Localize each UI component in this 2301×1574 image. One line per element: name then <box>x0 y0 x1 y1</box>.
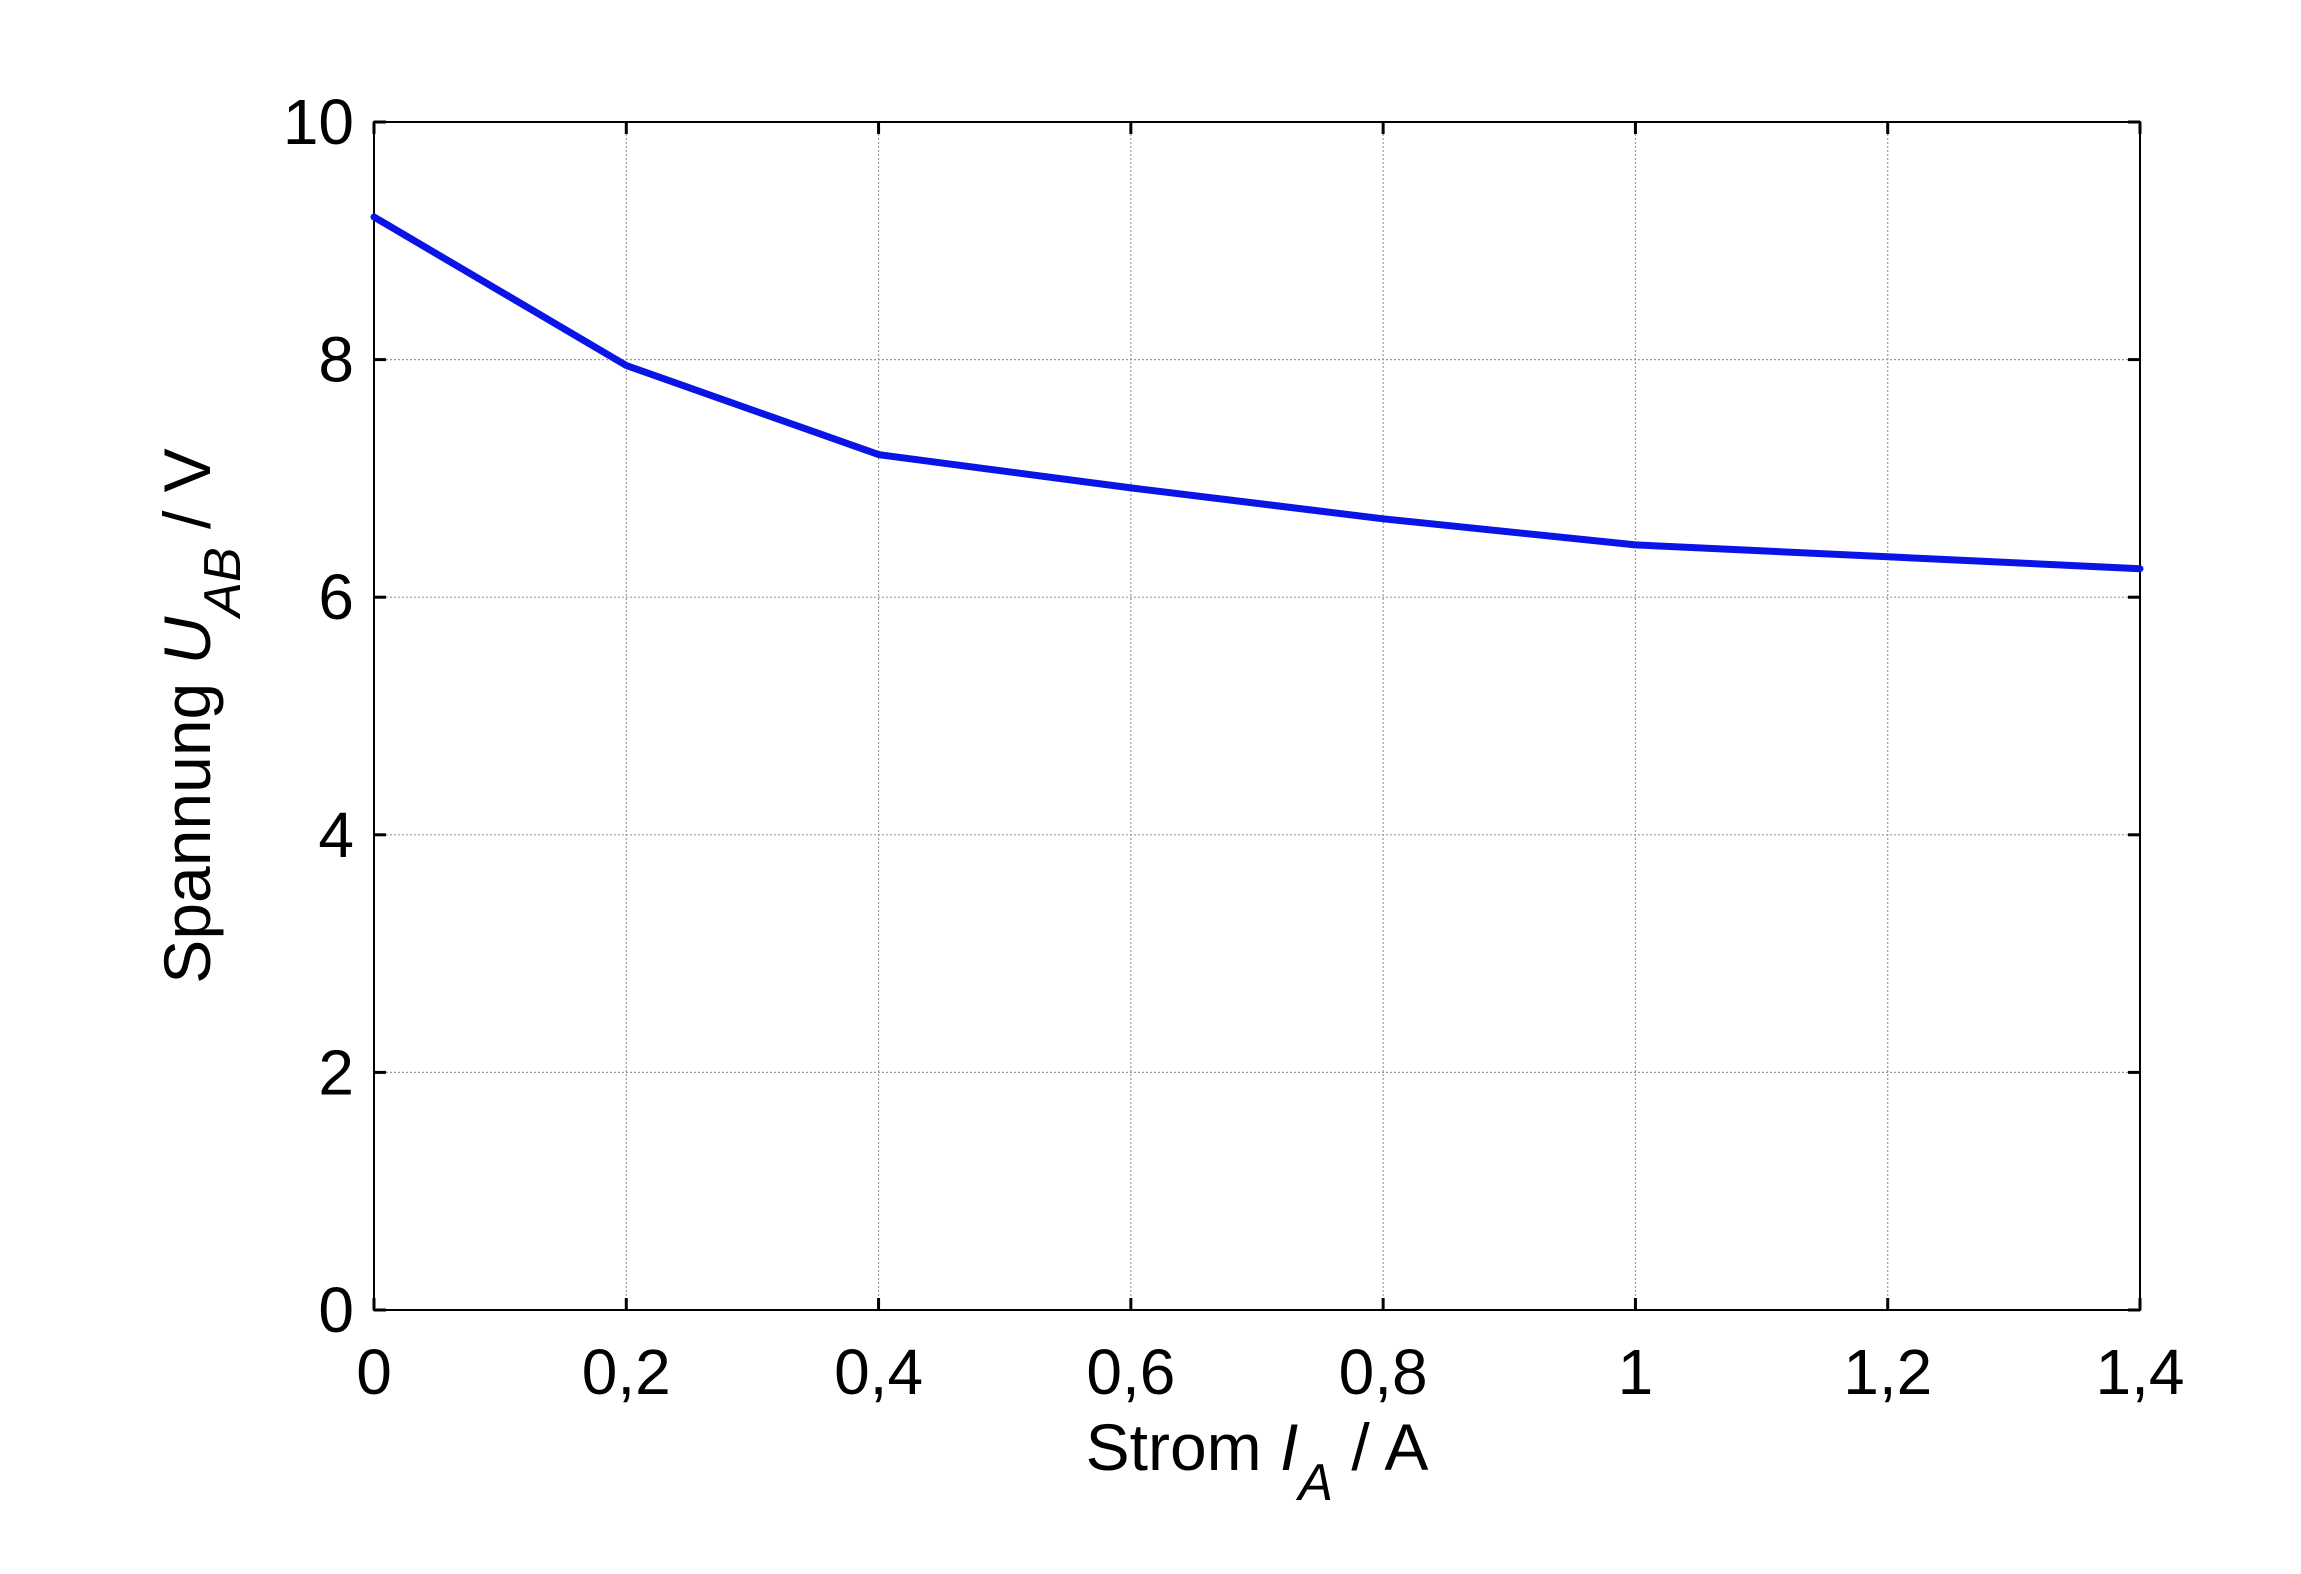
x-tick-label: 0,6 <box>1086 1336 1175 1408</box>
x-tick-labels: 0 0,2 0,4 0,6 0,8 1 1,2 1,4 <box>356 1336 2184 1408</box>
series-line <box>370 213 2144 573</box>
x-axis-label-symbol: I <box>1280 1410 1298 1484</box>
x-axis-label: Strom IA / A <box>1086 1410 1429 1512</box>
series-group <box>370 213 2144 573</box>
x-tick-label: 1,2 <box>1843 1336 1932 1408</box>
x-tick-label: 0,4 <box>834 1336 923 1408</box>
y-tick-label: 0 <box>318 1274 354 1346</box>
x-axis-label-suffix: / A <box>1333 1410 1428 1484</box>
y-tick-label: 6 <box>318 561 354 633</box>
x-tick-label: 0,2 <box>582 1336 671 1408</box>
x-tick-label: 0 <box>356 1336 392 1408</box>
x-axis-label-prefix: Strom <box>1086 1410 1280 1484</box>
y-axis-label-symbol: U <box>150 616 224 664</box>
x-tick-label: 0,8 <box>1339 1336 1428 1408</box>
y-axis-label-prefix: Spannung <box>150 664 224 983</box>
y-axis-label-subscript: AB <box>194 547 252 619</box>
x-axis-label-subscript: A <box>1295 1454 1333 1512</box>
y-tick-label: 10 <box>283 86 354 158</box>
axis-ticks <box>372 120 2142 1312</box>
y-tick-labels: 0 2 4 6 8 10 <box>283 86 354 1346</box>
y-tick-label: 8 <box>318 324 354 396</box>
y-tick-label: 2 <box>318 1036 354 1108</box>
y-axis-label: Spannung UAB / V <box>150 448 252 983</box>
grid <box>373 121 2141 1311</box>
y-tick-label: 4 <box>318 799 354 871</box>
x-tick-label: 1 <box>1618 1336 1654 1408</box>
y-axis-label-suffix: / V <box>150 448 224 547</box>
plot-area-frame <box>373 121 2141 1311</box>
x-tick-label: 1,4 <box>2096 1336 2185 1408</box>
